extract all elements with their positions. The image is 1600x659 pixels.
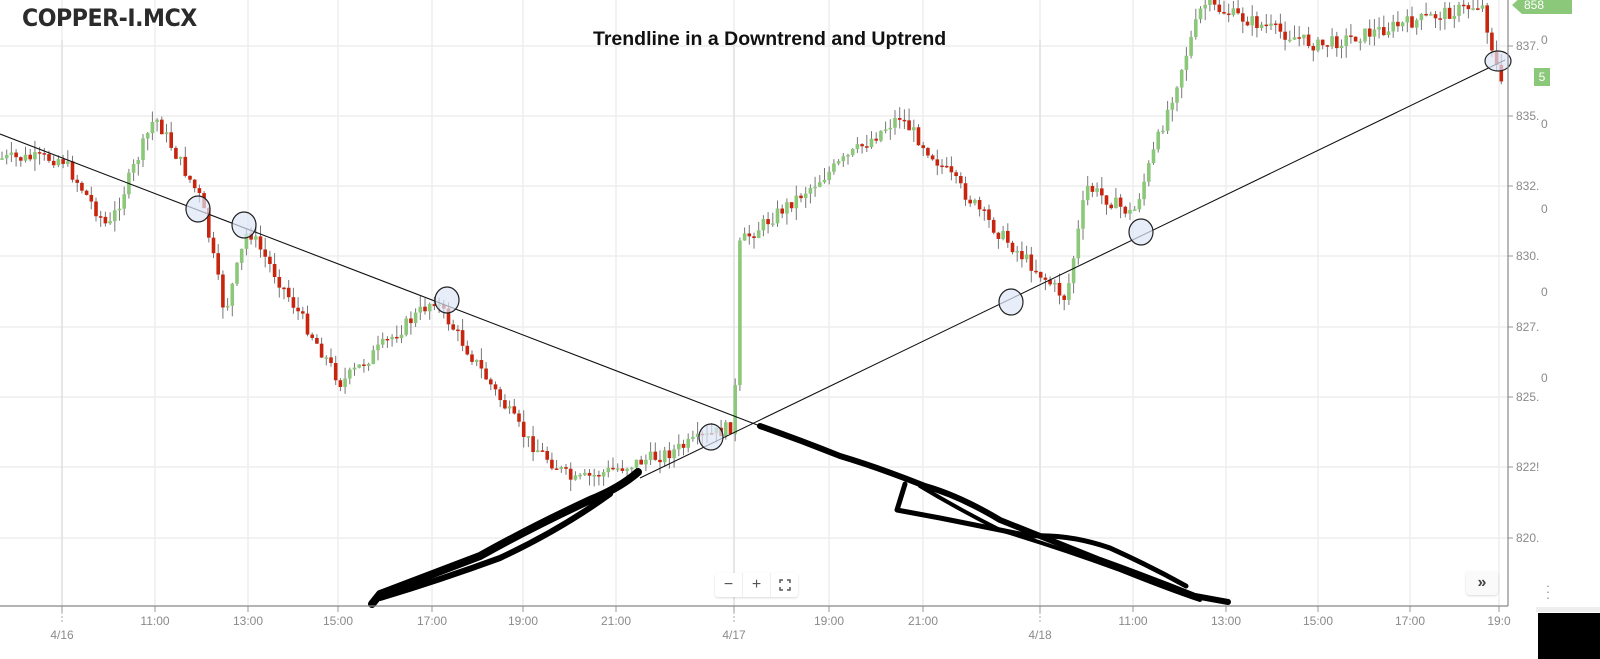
- last-price-tag: 858: [1512, 0, 1572, 14]
- symbol-label: COPPER-I.MCX: [22, 4, 197, 32]
- x-axis-time-label: 17:00: [1394, 614, 1426, 628]
- x-axis-time-label: 13:00: [232, 614, 264, 628]
- y-axis-label: 825.: [1516, 390, 1540, 404]
- y-axis-label: 822!: [1516, 460, 1540, 474]
- chart-title: Trendline in a Downtrend and Uptrend: [593, 28, 947, 50]
- trend-touch-marker: [698, 423, 724, 451]
- x-axis-time-label: 19:00: [507, 614, 539, 628]
- trendline: [0, 133, 761, 427]
- plus-icon: +: [751, 576, 762, 593]
- x-axis-time-label: 21:00: [907, 614, 939, 628]
- secondary-price-tag: 5: [1534, 68, 1550, 86]
- trend-touch-marker: [231, 211, 257, 239]
- x-axis-time-label: 19:0: [1487, 614, 1511, 628]
- y-axis-label-overflow: 0: [1541, 117, 1548, 131]
- y-axis-label-overflow: 0: [1541, 371, 1548, 385]
- grid-lines: [0, 0, 1508, 606]
- redaction-box: [1538, 613, 1600, 659]
- double-chevron-right-icon: »: [1477, 574, 1487, 591]
- menu-button[interactable]: · · ·: [1543, 579, 1553, 604]
- fullscreen-button[interactable]: [771, 573, 798, 597]
- hand-drawn-annotations: [368, 423, 1231, 608]
- trend-touch-marker: [1484, 50, 1512, 72]
- y-axis-label: 820.: [1516, 531, 1540, 545]
- trend-touch-marker: [998, 288, 1024, 316]
- zoom-controls: − +: [715, 573, 798, 597]
- x-axis-time-label: 15:00: [1302, 614, 1334, 628]
- panel-divider: [1536, 607, 1600, 612]
- x-axis-time-label: 15:00: [322, 614, 354, 628]
- zoom-out-button[interactable]: −: [715, 573, 743, 597]
- y-axis-label: 837.: [1516, 39, 1540, 53]
- y-axis-label-overflow: 0: [1541, 202, 1548, 216]
- axes: [0, 0, 1513, 624]
- minus-icon: −: [723, 576, 734, 593]
- x-axis-time-label: 21:00: [600, 614, 632, 628]
- trendline: [639, 59, 1506, 479]
- x-axis-time-label: 17:00: [416, 614, 448, 628]
- x-axis-time-label: 19:00: [813, 614, 845, 628]
- x-axis-time-label: 11:00: [140, 614, 170, 628]
- scroll-to-latest-button[interactable]: »: [1466, 571, 1498, 595]
- fullscreen-icon: [778, 579, 791, 591]
- trendlines: [0, 50, 1512, 479]
- x-axis-time-label: 13:00: [1210, 614, 1242, 628]
- x-axis-date-label: 4/17: [722, 628, 746, 642]
- zoom-in-button[interactable]: +: [743, 573, 771, 597]
- candles: [0, 0, 1504, 492]
- trend-touch-marker: [1128, 218, 1154, 246]
- y-axis-label-overflow: 0: [1541, 33, 1548, 47]
- x-axis-date-label: 4/18: [1028, 628, 1052, 642]
- y-axis-label-overflow: 0: [1541, 285, 1548, 299]
- kebab-menu-icon: · · ·: [1545, 578, 1551, 605]
- y-axis-label: 827.: [1516, 320, 1540, 334]
- trend-touch-marker: [185, 195, 211, 223]
- y-axis-label: 835.: [1516, 109, 1540, 123]
- y-axis-label: 832.: [1516, 179, 1540, 193]
- x-axis-date-label: 4/16: [50, 628, 74, 642]
- trend-touch-marker: [434, 286, 460, 314]
- y-axis-label: 830.: [1516, 249, 1540, 263]
- x-axis-time-label: 11:00: [1118, 614, 1148, 628]
